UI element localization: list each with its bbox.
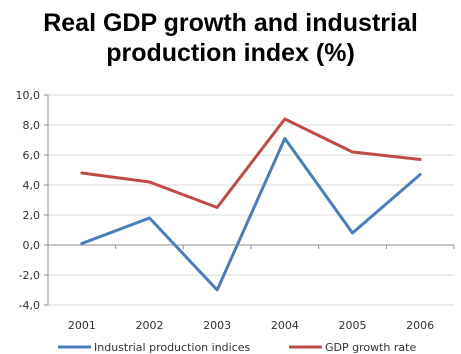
chart-title-line-1: Real GDP growth and industrial (43, 9, 418, 37)
x-tick-label: 2005 (339, 319, 367, 332)
gridlines (48, 94, 454, 306)
y-tick-label: -2,0 (19, 269, 40, 282)
series-line-0 (80, 137, 422, 292)
legend-label: GDP growth rate (325, 341, 416, 354)
y-tick-label: 10,0 (16, 89, 41, 102)
x-tick-label: 2002 (136, 319, 164, 332)
chart-title: Real GDP growth and industrial productio… (0, 8, 461, 68)
y-tick-label: -4,0 (19, 299, 40, 312)
series-lines (80, 117, 422, 292)
y-tick-label: 6,0 (23, 149, 41, 162)
legend: Industrial production indices GDP growth … (58, 341, 416, 354)
y-tick-label: 2,0 (23, 209, 41, 222)
x-tick-label: 2004 (271, 319, 299, 332)
legend-label: Industrial production indices (94, 341, 251, 354)
x-tick-label: 2006 (406, 319, 434, 332)
y-tick-label: 0,0 (23, 239, 41, 252)
series-line-1 (80, 117, 422, 209)
chart-title-line-2: production index (%) (106, 39, 355, 67)
y-tick-label: 8,0 (23, 119, 41, 132)
x-tick-label: 2001 (68, 319, 96, 332)
y-tick-label: 4,0 (23, 179, 41, 192)
x-tick-label: 2003 (203, 319, 231, 332)
x-axis: 2001 2002 2003 2004 2005 2006 (47, 244, 455, 332)
y-axis: 10,0 8,0 6,0 4,0 2,0 0,0 -2,0 -4,0 (16, 89, 49, 312)
